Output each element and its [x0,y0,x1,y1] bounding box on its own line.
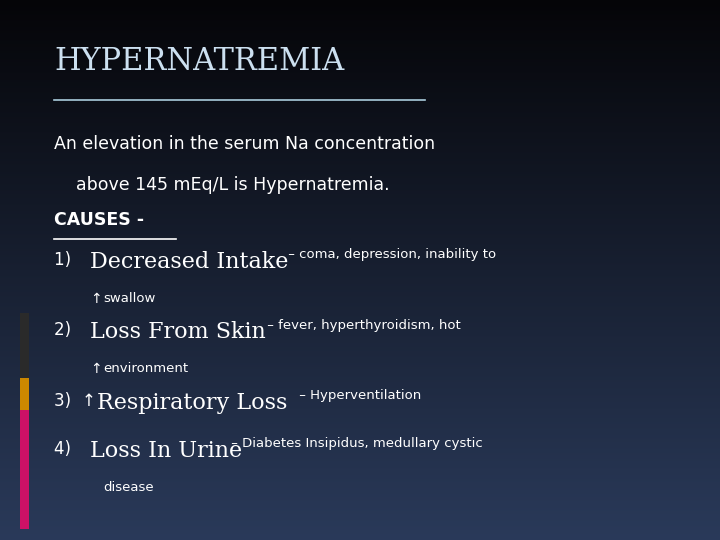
Text: – Diabetes Insipidus, medullary cystic: – Diabetes Insipidus, medullary cystic [227,437,482,450]
Text: environment: environment [103,362,188,375]
Text: An elevation in the serum Na concentration: An elevation in the serum Na concentrati… [54,135,435,153]
Text: ↑: ↑ [90,292,102,306]
Text: Loss In Urine: Loss In Urine [90,440,242,462]
Text: HYPERNATREMIA: HYPERNATREMIA [54,46,344,77]
Text: ↑: ↑ [90,362,102,376]
Text: ↑: ↑ [81,392,95,409]
Text: – Hyperventilation: – Hyperventilation [295,389,421,402]
Text: 4): 4) [54,440,81,458]
Bar [20,313,29,378]
Text: CAUSES -: CAUSES - [54,211,144,228]
Text: – coma, depression, inability to: – coma, depression, inability to [284,248,497,261]
Text: Respiratory Loss: Respiratory Loss [97,392,287,414]
Text: above 145 mEq/L is Hypernatremia.: above 145 mEq/L is Hypernatremia. [54,176,390,193]
Text: disease: disease [103,481,153,494]
Text: 1): 1) [54,251,81,269]
Bar [20,378,29,410]
Text: swallow: swallow [103,292,156,305]
Text: 3): 3) [54,392,76,409]
Text: – fever, hyperthyroidism, hot: – fever, hyperthyroidism, hot [263,319,461,332]
Text: 2): 2) [54,321,81,339]
Text: Decreased Intake –: Decreased Intake – [90,251,314,273]
Text: Decreased Intake: Decreased Intake [90,251,289,273]
Bar [20,410,29,529]
Text: Loss From Skin: Loss From Skin [90,321,266,343]
